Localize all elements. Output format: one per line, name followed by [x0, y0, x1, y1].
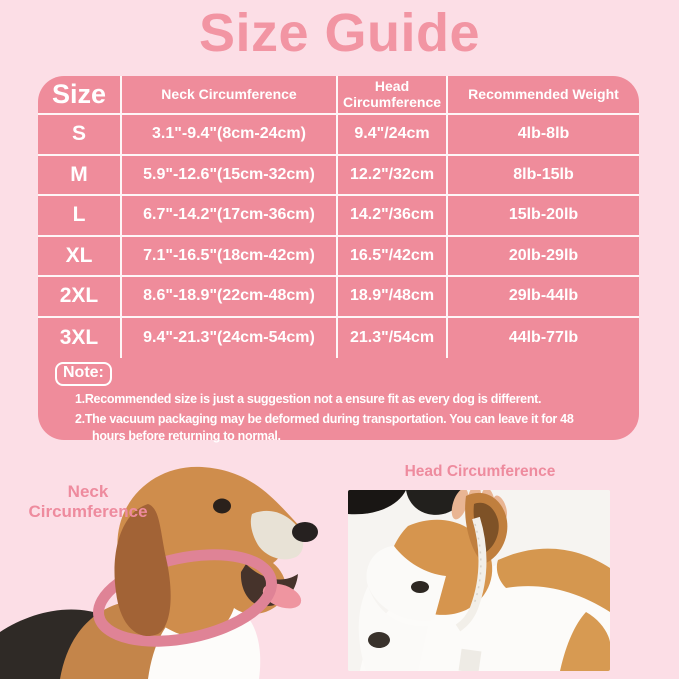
note-label: Note: [55, 362, 112, 386]
neck-circumference-label: Neck Circumference [28, 482, 148, 522]
corgi-photo [348, 490, 610, 671]
cell-head-2xl: 18.9"/48cm [338, 277, 448, 318]
cell-size-m: M [38, 155, 122, 196]
cell-neck-l: 6.7"-14.2"(17cm-36cm) [122, 196, 338, 237]
cell-weight-2xl: 29lb-44lb [448, 277, 639, 318]
col-header-weight: Recommended Weight [448, 76, 639, 115]
note-section: Note: 1.Recommended size is just a sugge… [55, 362, 627, 444]
note-item-2: 2.The vacuum packaging may be deformed d… [75, 412, 574, 443]
beagle-eye [213, 498, 231, 514]
col-header-neck: Neck Circumference [122, 76, 338, 115]
cell-neck-3xl: 9.4"-21.3"(24cm-54cm) [122, 317, 338, 358]
cell-weight-s: 4lb-8lb [448, 115, 639, 156]
corgi-illustration [348, 490, 610, 671]
note-item-1: 1.Recommended size is just a suggestion … [75, 392, 542, 406]
cell-weight-3xl: 44lb-77lb [508, 328, 579, 346]
cell-size-s: S [38, 115, 122, 156]
cell-head-l: 14.2"/36cm [338, 196, 448, 237]
page-title: Size Guide [198, 3, 481, 63]
collar-ring [93, 549, 277, 647]
cell-neck-xl: 7.1"-16.5"(18cm-42cm) [122, 236, 338, 277]
cell-size-3xl: 3XL [38, 317, 122, 358]
size-guide-panel: Size Neck Circumference Head Circumferen… [38, 76, 639, 443]
beagle-nose [292, 522, 318, 542]
cell-head-s: 9.4"/24cm [338, 115, 448, 156]
cell-weight-m: 8lb-15lb [448, 156, 639, 196]
cell-head-3xl: 21.3"/54cm [338, 317, 448, 358]
beagle-illustration [0, 466, 318, 679]
cell-neck-s: 3.1"-9.4"(8cm-24cm) [122, 115, 338, 156]
cell-head-m: 12.2"/32cm [338, 155, 448, 196]
cell-size-xl: XL [38, 236, 122, 277]
beagle-photo [0, 446, 345, 679]
cell-neck-m: 5.9"-12.6"(15cm-32cm) [122, 155, 338, 196]
cell-head-xl: 16.5"/42cm [338, 236, 448, 277]
corgi-nose [368, 632, 390, 648]
cell-size-l: L [38, 196, 122, 237]
col-header-head: Head Circumference [338, 76, 448, 115]
corgi-eye [411, 581, 429, 593]
cell-weight-xl: 20lb-29lb [448, 237, 639, 277]
cell-size-2xl: 2XL [38, 277, 122, 318]
measuring-tape [455, 516, 487, 632]
col-header-size: Size [38, 76, 122, 115]
head-circumference-label: Head Circumference [404, 463, 556, 480]
cell-neck-2xl: 8.6"-18.9"(22cm-48cm) [122, 277, 338, 318]
size-table: Size Neck Circumference Head Circumferen… [38, 76, 639, 358]
cell-weight-l: 15lb-20lb [448, 196, 639, 237]
